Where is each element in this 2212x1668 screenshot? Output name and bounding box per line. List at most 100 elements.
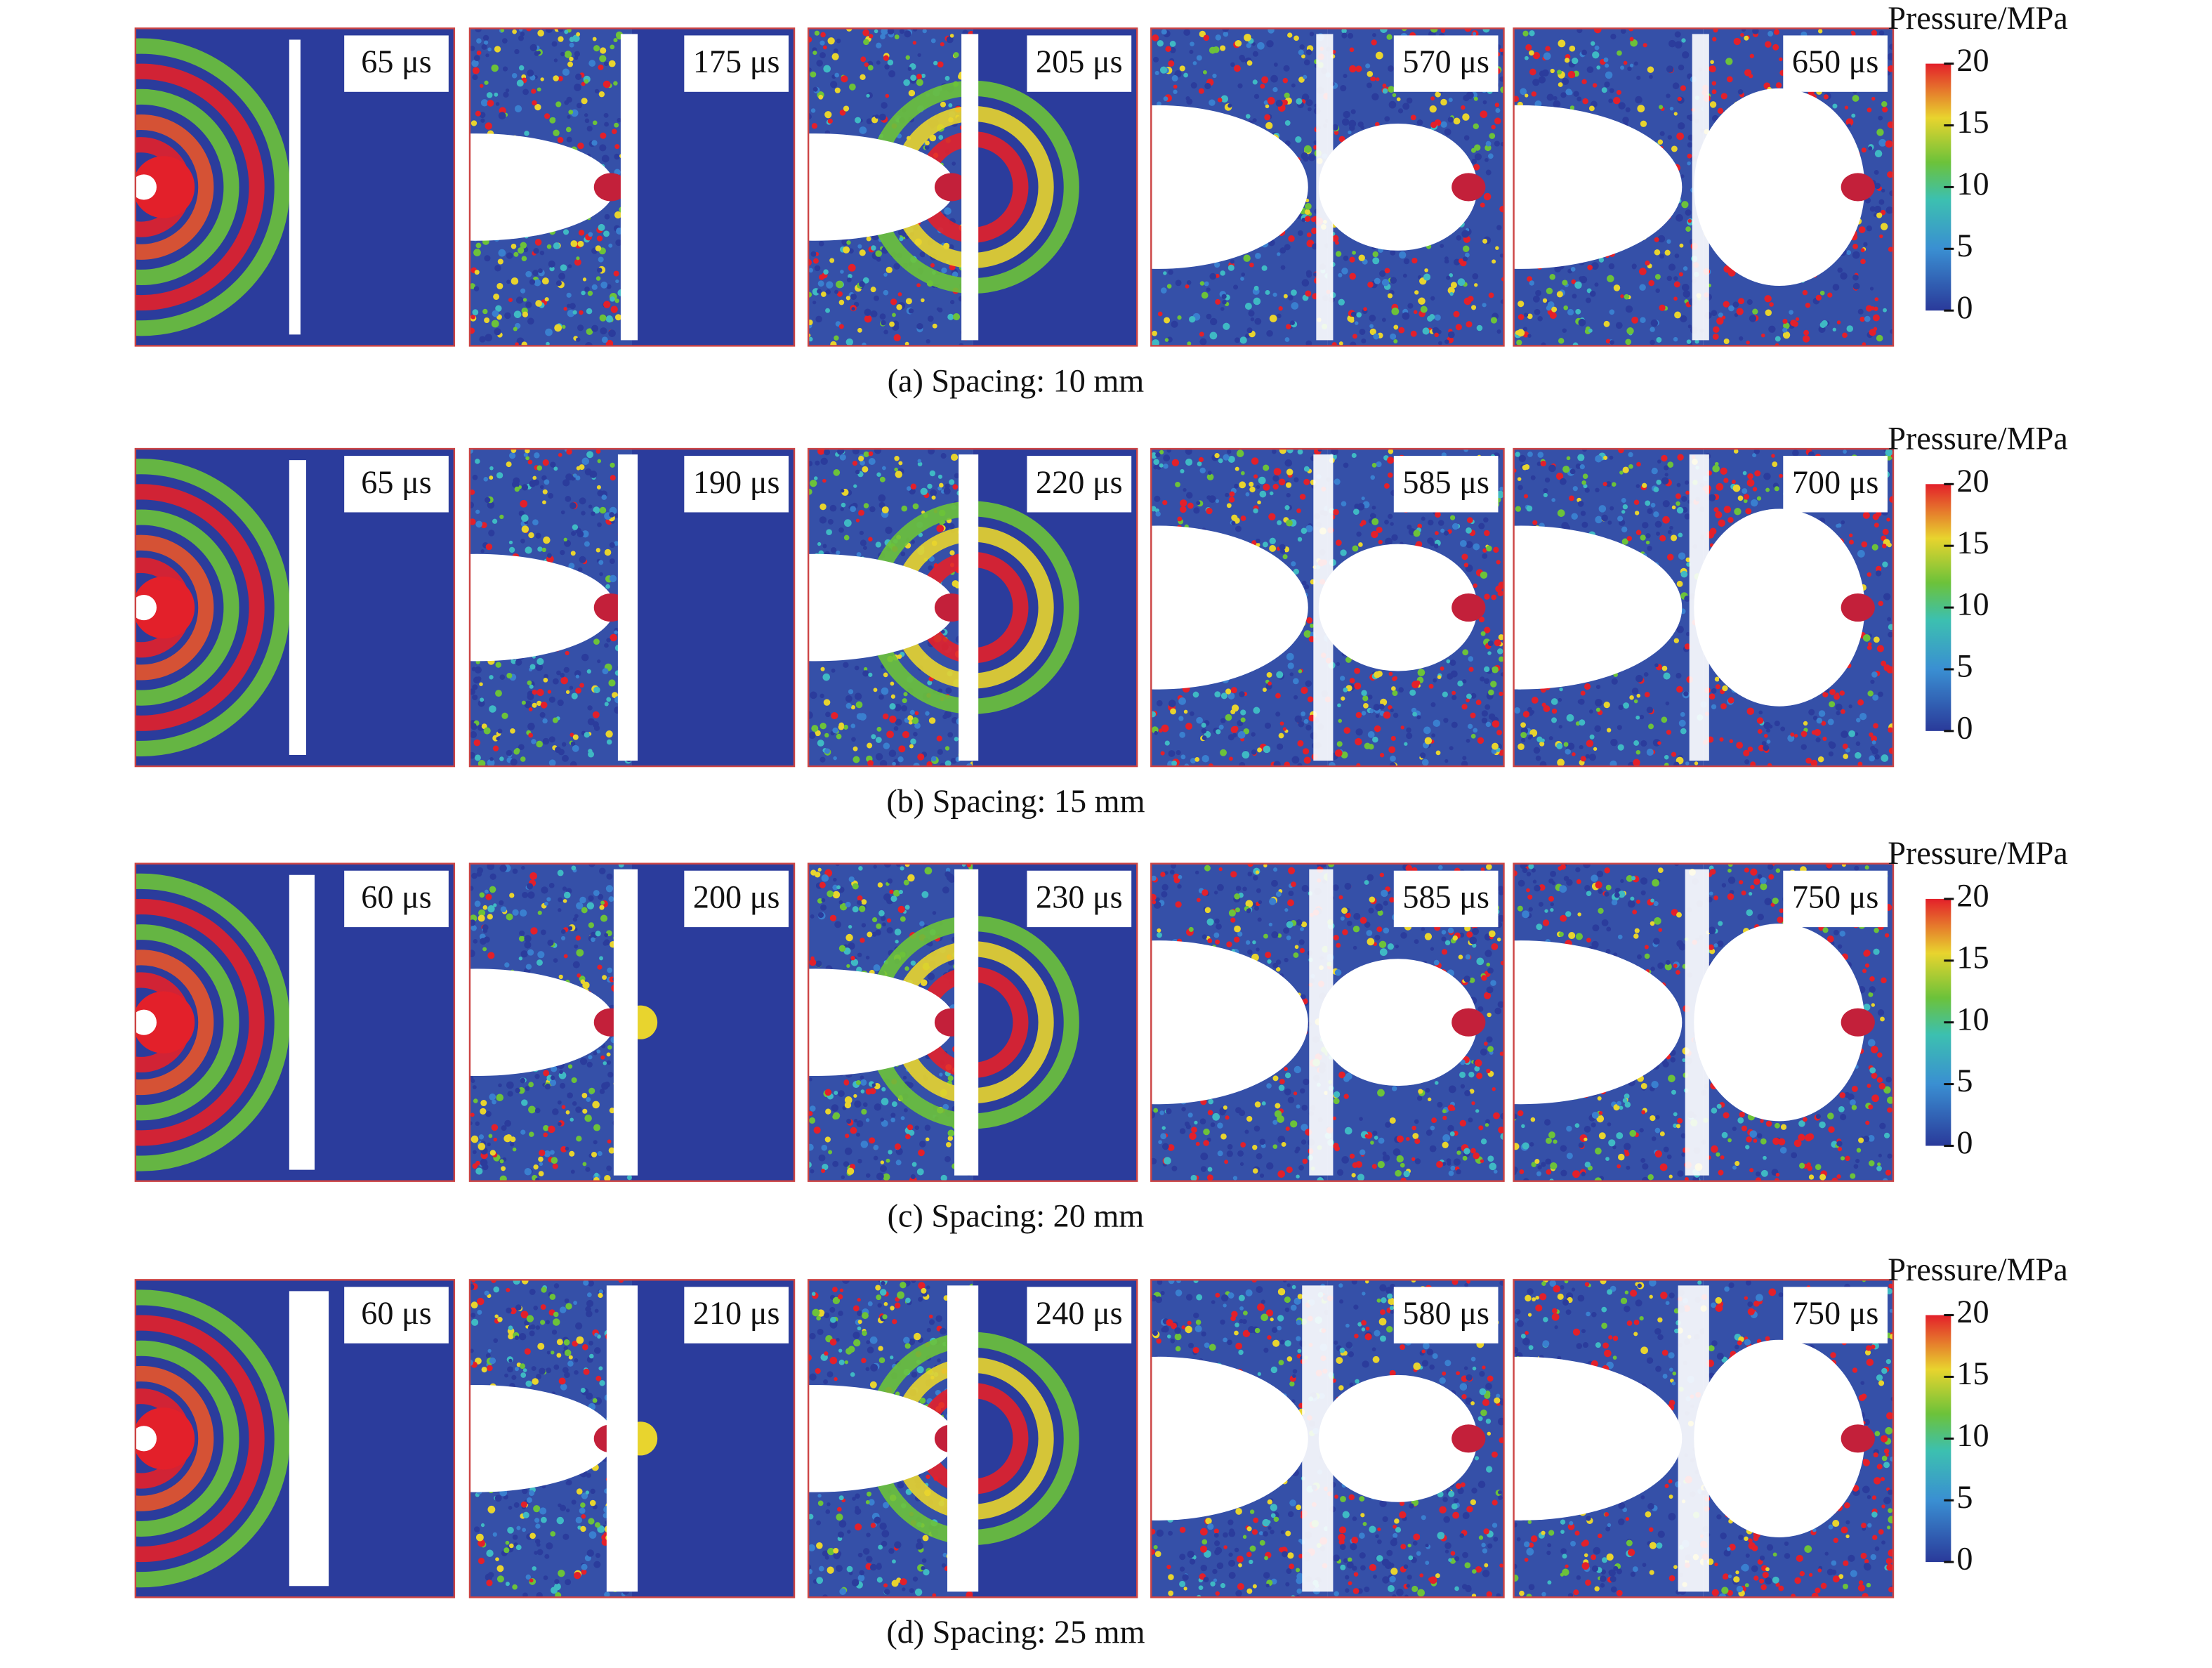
- particle: [1444, 128, 1451, 136]
- particle: [1687, 218, 1692, 223]
- particle: [1529, 68, 1536, 76]
- particle: [565, 690, 570, 694]
- particle: [851, 737, 856, 742]
- particle: [1243, 254, 1251, 262]
- particle: [524, 131, 529, 136]
- particle: [1334, 130, 1339, 136]
- particle: [1268, 513, 1276, 520]
- particle: [1783, 322, 1790, 329]
- particle: [1433, 719, 1441, 728]
- particle: [1298, 721, 1305, 728]
- particle: [540, 702, 548, 709]
- particle: [1709, 693, 1716, 700]
- particle: [1222, 28, 1230, 32]
- particle: [1333, 508, 1339, 515]
- particle: [1284, 140, 1291, 146]
- particle: [582, 277, 587, 282]
- particle: [814, 30, 820, 36]
- particle: [1307, 696, 1314, 703]
- particle: [1718, 313, 1723, 318]
- time-label: 650 μs: [1792, 44, 1879, 79]
- particle: [474, 754, 481, 761]
- particle: [1411, 257, 1418, 264]
- particle: [1624, 294, 1630, 300]
- particle: [1438, 341, 1442, 346]
- particle: [539, 485, 544, 490]
- particle: [1622, 117, 1629, 124]
- particle: [603, 230, 610, 237]
- particle: [1491, 124, 1496, 130]
- particle: [1569, 468, 1576, 475]
- particle: [1672, 82, 1680, 90]
- particle: [574, 670, 581, 677]
- particle: [544, 479, 550, 485]
- particle: [534, 452, 540, 459]
- particle: [600, 281, 608, 289]
- particle: [1366, 82, 1372, 88]
- particle: [528, 532, 534, 539]
- particle: [1595, 455, 1602, 463]
- particle: [1447, 331, 1455, 339]
- particle: [1517, 329, 1525, 337]
- particle: [1623, 60, 1628, 65]
- particle: [819, 693, 824, 699]
- particle: [1358, 254, 1365, 261]
- particle: [846, 240, 851, 245]
- particle: [513, 477, 520, 485]
- particle: [867, 742, 873, 749]
- particle: [601, 155, 610, 163]
- particle: [1632, 265, 1636, 270]
- particle: [1518, 301, 1525, 308]
- particle: [475, 520, 483, 528]
- particle: [1601, 87, 1607, 93]
- particle: [1687, 324, 1692, 329]
- particle: [1609, 309, 1615, 315]
- particle: [1256, 485, 1260, 490]
- particle: [610, 44, 615, 50]
- particle: [1620, 294, 1624, 298]
- particle: [1554, 265, 1562, 272]
- particle: [599, 314, 607, 322]
- particle: [1179, 731, 1186, 738]
- particle: [1449, 291, 1454, 296]
- particle: [1846, 250, 1852, 255]
- particle: [603, 112, 609, 118]
- particle: [1440, 121, 1447, 128]
- particle: [862, 277, 869, 284]
- time-label: 190 μs: [693, 464, 780, 500]
- particle: [520, 539, 525, 544]
- particle: [1646, 748, 1654, 756]
- particle: [584, 118, 590, 124]
- particle: [1537, 316, 1543, 322]
- particle: [1525, 44, 1532, 51]
- particle: [1790, 733, 1795, 737]
- particle: [1384, 116, 1390, 122]
- particle: [1390, 522, 1394, 526]
- particle: [817, 449, 825, 455]
- particle: [532, 269, 539, 277]
- particle: [504, 312, 511, 320]
- particle: [940, 101, 947, 107]
- particle: [1388, 671, 1393, 676]
- particle: [1303, 718, 1309, 724]
- particle: [1496, 490, 1504, 499]
- tip: [1841, 173, 1875, 202]
- particle: [606, 697, 612, 702]
- particle: [1483, 678, 1490, 684]
- particle: [1154, 495, 1161, 502]
- particle: [579, 464, 585, 471]
- particle: [1293, 477, 1299, 482]
- particle: [1595, 699, 1602, 707]
- particle: [1398, 327, 1405, 334]
- particle: [1223, 31, 1229, 37]
- particle: [545, 328, 553, 336]
- particle: [1303, 145, 1312, 153]
- particle: [1473, 96, 1478, 101]
- particle: [513, 327, 518, 331]
- particle: [808, 731, 816, 740]
- particle: [818, 94, 824, 100]
- particle: [876, 60, 881, 65]
- particle: [1676, 673, 1682, 679]
- particle: [1474, 283, 1478, 287]
